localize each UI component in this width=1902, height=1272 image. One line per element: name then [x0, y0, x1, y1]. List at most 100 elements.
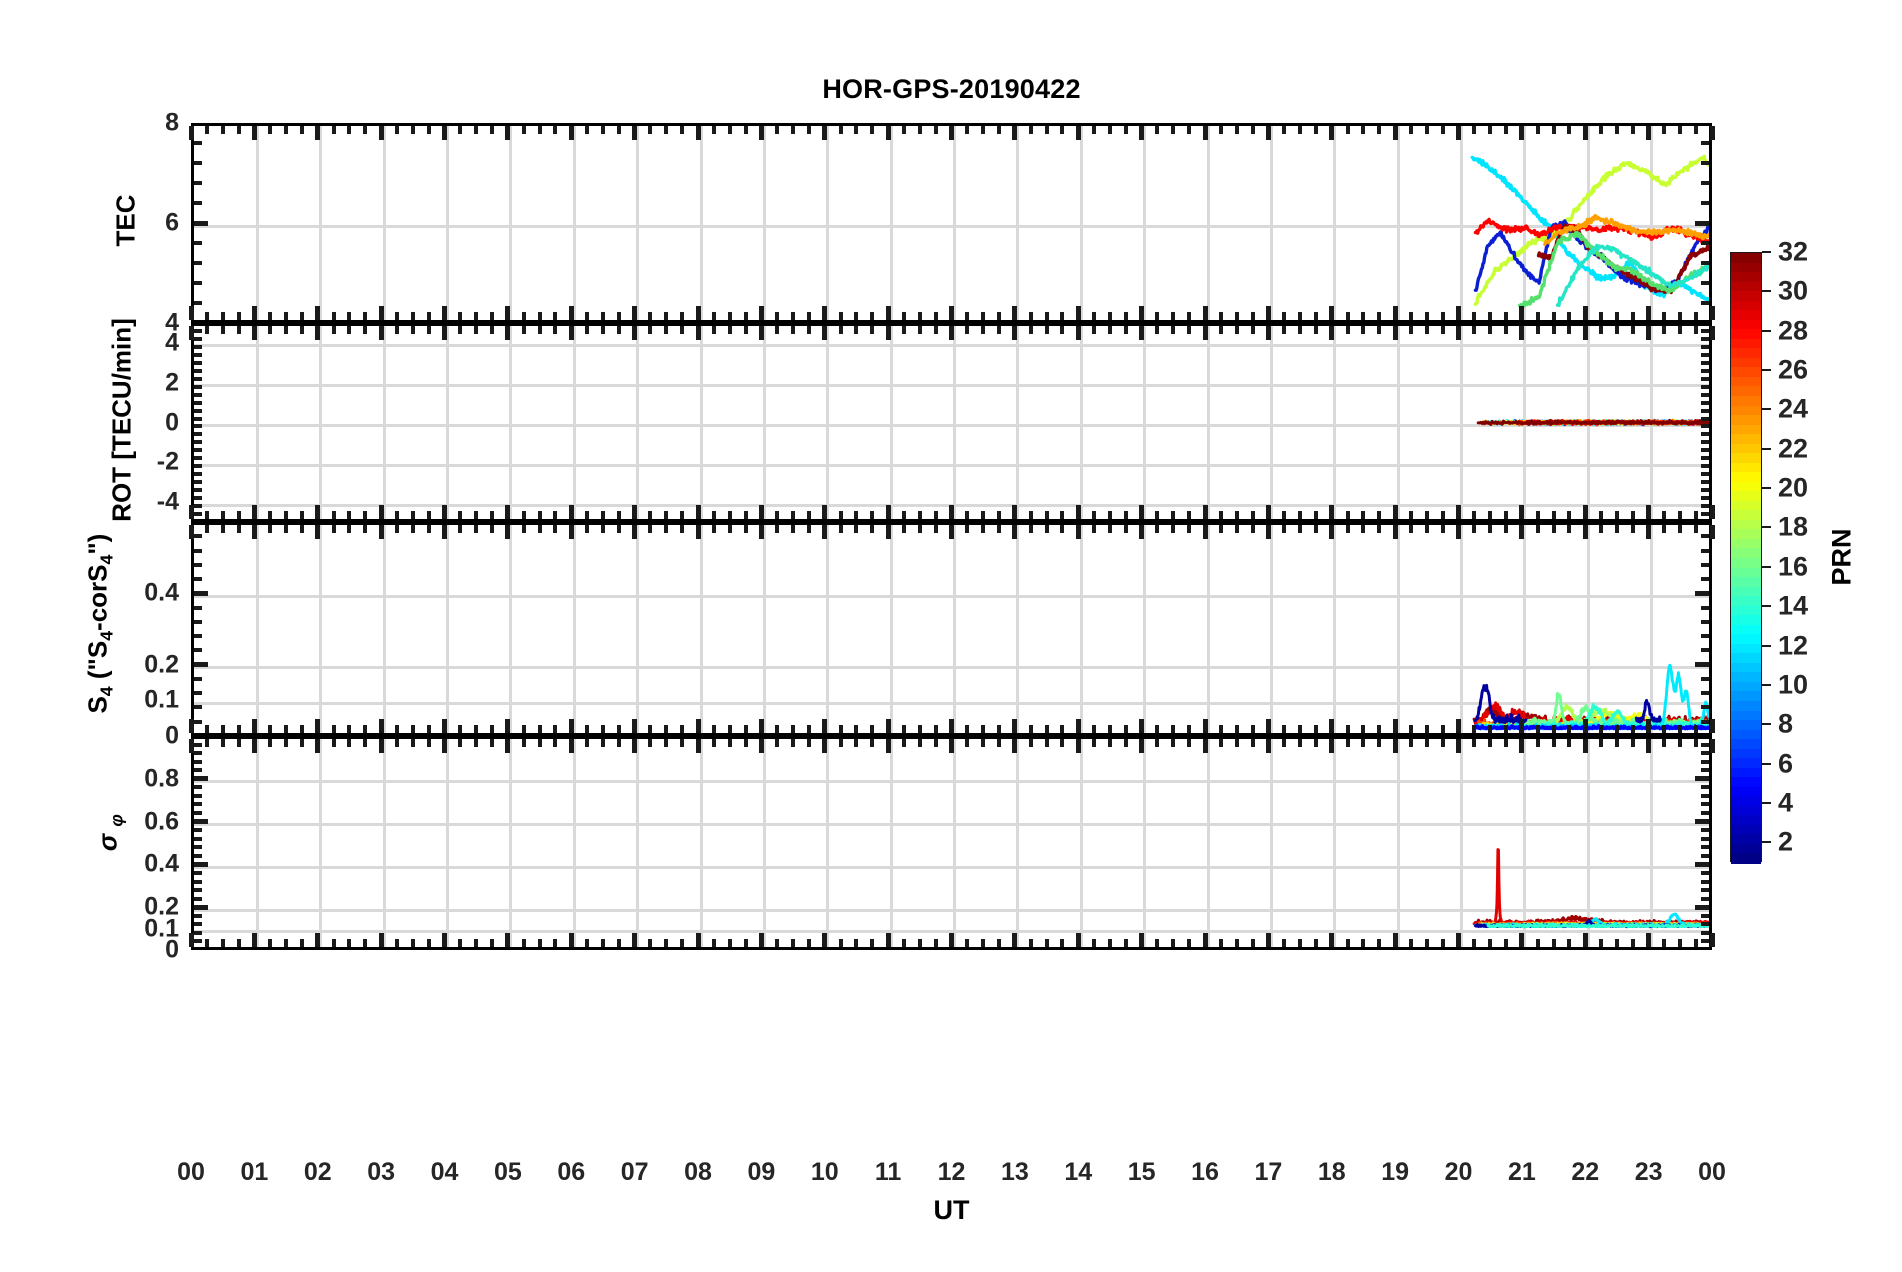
colorbar-tick-label: 16 — [1778, 551, 1809, 582]
panel-rot — [191, 323, 1712, 522]
colorbar-tick — [1762, 565, 1771, 568]
y-tick-label-rot: -4 — [156, 487, 179, 516]
x-tick-label: 07 — [620, 1158, 649, 1186]
colorbar-tick — [1762, 723, 1771, 726]
x-tick-label: 22 — [1571, 1158, 1600, 1186]
colorbar-tick-label: 26 — [1778, 354, 1809, 385]
colorbar-segment — [1731, 510, 1761, 521]
colorbar-tick-label: 20 — [1778, 472, 1809, 503]
y-tick-label-sphi: 0.1 — [144, 914, 179, 943]
y-tick-label-sphi: 0.6 — [144, 807, 179, 836]
y-tick-label-s4: 0 — [165, 721, 179, 750]
x-tick-label: 14 — [1064, 1158, 1093, 1186]
colorbar-segment — [1731, 691, 1761, 702]
colorbar-segment — [1731, 815, 1761, 826]
colorbar-segment — [1731, 586, 1761, 598]
colorbar-segment — [1731, 615, 1761, 626]
colorbar[interactable]: 32 30 28 26 24 22 20 18 16 14 12 10 8 6 4 2 — [1730, 237, 1808, 864]
colorbar-segment — [1731, 748, 1761, 760]
x-tick-label: 20 — [1444, 1158, 1473, 1186]
colorbar-segment — [1731, 310, 1761, 321]
colorbar-segment — [1731, 853, 1761, 864]
colorbar-segment — [1731, 596, 1761, 607]
y-tick-label-sphi: 0.2 — [144, 892, 179, 921]
x-tick-label: 00 — [1698, 1158, 1726, 1186]
colorbar-tick — [1762, 329, 1771, 332]
colorbar-segment — [1731, 758, 1761, 769]
y-tick-label-tec: 8 — [165, 108, 179, 137]
colorbar-segment — [1731, 253, 1761, 264]
colorbar-segment — [1731, 262, 1761, 274]
colorbar-tick — [1762, 369, 1771, 372]
colorbar-segment — [1731, 272, 1761, 283]
colorbar-segment — [1731, 281, 1761, 293]
colorbar-segment — [1731, 443, 1761, 455]
colorbar-tick — [1762, 290, 1771, 293]
colorbar-segment — [1731, 472, 1761, 483]
colorbar-tick — [1762, 487, 1771, 490]
panel-s4 — [191, 522, 1712, 736]
colorbar-tick-label: 10 — [1778, 669, 1809, 700]
y-tick-label-rot: -2 — [156, 447, 179, 476]
colorbar-segment — [1731, 643, 1761, 655]
colorbar-tick-label: 28 — [1778, 315, 1809, 346]
colorbar-segment — [1731, 729, 1761, 741]
colorbar-segment — [1731, 348, 1761, 359]
colorbar-segment — [1731, 376, 1761, 388]
colorbar-segment — [1731, 405, 1761, 417]
y-tick-label-sphi: 0.4 — [144, 849, 179, 878]
colorbar-segment — [1731, 720, 1761, 731]
colorbar-segment — [1731, 824, 1761, 836]
colorbar-tick-label: 4 — [1778, 787, 1794, 818]
colorbar-segment — [1731, 777, 1761, 788]
colorbar-segment — [1731, 462, 1761, 474]
panel-sigma-phi — [191, 736, 1712, 950]
colorbar-segment — [1731, 558, 1761, 569]
colorbar-segment — [1731, 434, 1761, 445]
panel-rot-data — [194, 326, 1709, 519]
x-tick-label: 01 — [240, 1158, 269, 1186]
colorbar-segment — [1731, 786, 1761, 798]
colorbar-tick-label: 30 — [1778, 275, 1809, 306]
colorbar-segment — [1731, 767, 1761, 779]
colorbar-segment — [1731, 710, 1761, 722]
x-tick-label: 15 — [1127, 1158, 1156, 1186]
x-tick-label: 02 — [303, 1158, 332, 1186]
colorbar-tick — [1762, 251, 1771, 253]
y-tick-label-s4: 0.1 — [144, 685, 179, 714]
colorbar-tick-label: 18 — [1778, 511, 1809, 542]
x-tick-label: 04 — [430, 1158, 459, 1186]
colorbar-tick-label: 24 — [1778, 393, 1809, 424]
y-tick-label-rot: 0 — [165, 408, 179, 436]
colorbar-segment — [1731, 681, 1761, 693]
panel-tec — [191, 123, 1712, 323]
colorbar-tick-label: 14 — [1778, 590, 1809, 621]
colorbar-segment — [1731, 739, 1761, 750]
colorbar-tick-label: 32 — [1778, 236, 1809, 267]
colorbar-segment — [1731, 357, 1761, 369]
colorbar-segment — [1731, 300, 1761, 312]
colorbar-segment — [1731, 548, 1761, 559]
x-tick-label: 17 — [1254, 1158, 1283, 1186]
colorbar-segment — [1731, 538, 1761, 550]
x-tick-label: 13 — [1000, 1158, 1029, 1186]
colorbar-tick — [1762, 762, 1771, 765]
x-tick-label: 09 — [747, 1158, 776, 1186]
colorbar-segment — [1731, 329, 1761, 340]
colorbar-tick — [1762, 408, 1771, 411]
colorbar-segment — [1731, 567, 1761, 579]
colorbar-segment — [1731, 453, 1761, 464]
colorbar-tick-label: 12 — [1778, 630, 1809, 661]
panel-s4-data — [194, 525, 1709, 733]
colorbar-segment — [1731, 500, 1761, 512]
colorbar-title: PRN — [1826, 528, 1857, 586]
x-axis-title: UT — [933, 1195, 970, 1225]
colorbar-segment — [1731, 291, 1761, 302]
x-tick-label: 16 — [1191, 1158, 1219, 1186]
colorbar-segment — [1731, 672, 1761, 683]
colorbar-tick — [1762, 683, 1771, 686]
colorbar-segment — [1731, 834, 1761, 845]
x-tick-label: 12 — [937, 1158, 966, 1186]
colorbar-segment — [1731, 367, 1761, 378]
